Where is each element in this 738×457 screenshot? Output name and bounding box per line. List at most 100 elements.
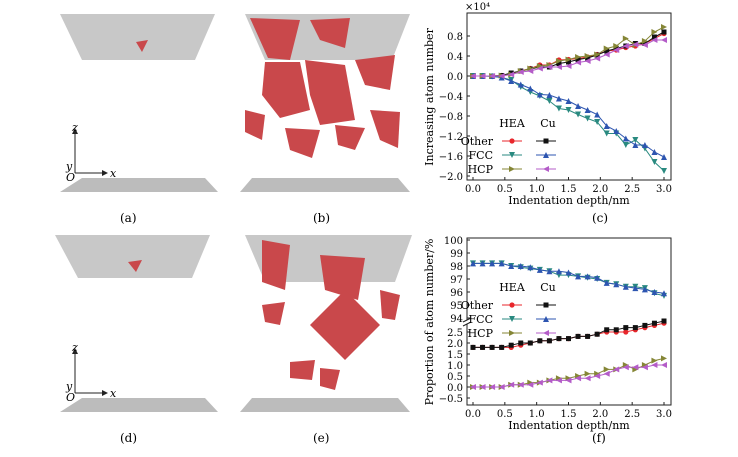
data-point-HEA_FCC [651,159,658,165]
data-point-HEA_Other [623,329,629,335]
y-tick-label: −1.2 [439,132,463,143]
panel-label-a: (a) [120,211,137,225]
data-point-HEA_HCP [603,366,610,373]
legend-marker-HEA_Other [509,302,515,308]
data-point-HEA_HCP [661,24,667,30]
axis-triad: z y x O [65,341,117,404]
data-point-HEA_FCC [546,98,553,104]
data-point-Cu_FCC [613,128,620,134]
data-point-Cu_HCP [565,377,572,384]
legend-row-label: HCP [468,327,494,340]
data-point-Cu_FCC [508,78,515,84]
y-tick-label: −0.4 [439,92,463,103]
y-scale-label: ×10⁴ [465,2,490,13]
data-point-Cu_FCC [575,273,582,280]
data-point-Cu_HCP [479,384,486,390]
data-point-HEA_FCC [565,107,572,113]
origin-label: O [66,171,75,184]
data-point-Cu_FCC [632,285,639,292]
data-point-HEA_HCP [536,63,543,69]
data-point-Cu_FCC [613,281,620,288]
data-point-Cu_Other [594,331,600,337]
series-line-HEA_HCP [473,26,665,77]
data-point-Cu_Other [518,340,524,346]
data-point-HEA_HCP [651,357,658,364]
data-point-Cu_Other [527,340,533,346]
data-point-Cu_FCC [565,269,572,276]
data-point-Cu_HCP [546,64,553,70]
data-point-Cu_HCP [470,73,476,79]
data-point-Cu_FCC [555,268,562,275]
data-point-Cu_Other [470,344,476,350]
x-tick-label: 2.5 [624,184,640,195]
data-point-Cu_HCP [536,379,543,386]
legend-marker-Cu_FCC [543,152,549,158]
data-point-HEA_HCP [661,355,667,362]
legend-header-hea: HEA [499,117,526,130]
data-point-Cu_FCC [489,260,496,267]
data-point-Cu_HCP [498,384,505,390]
legend-row-label: FCC [469,313,493,326]
data-point-Cu_FCC [603,123,610,129]
y-tick-label: 94 [450,314,463,325]
data-point-Cu_HCP [641,364,648,371]
data-point-Cu_FCC [479,260,486,267]
data-point-Cu_HCP [632,41,639,48]
data-point-Cu_HCP [470,384,476,390]
data-point-HEA_HCP [641,38,648,44]
y-tick-label: 0.5 [447,372,463,383]
data-point-HEA_FCC [575,111,582,118]
data-point-Cu_Other [604,327,610,333]
x-tick-label: 1.5 [561,184,577,195]
x-tick-label: 0.0 [465,409,481,420]
data-point-Cu_HCP [565,63,572,69]
panel-label-f: (f) [592,431,606,445]
axis-triad: z y x O [65,121,117,184]
axis-break-mark [462,317,472,323]
panel-d-image: z y x O [55,235,218,412]
data-point-Cu_FCC [546,92,553,98]
legend-header-cu: Cu [540,117,556,130]
data-point-Cu_FCC [498,260,505,267]
panel-label-b: (b) [313,211,330,225]
y-tick-label: 1.5 [447,350,463,361]
data-point-Cu_FCC [555,95,562,102]
panel-b-image [240,14,410,192]
data-point-Cu_FCC [641,286,648,293]
legend-marker-HEA_HCP [509,330,515,336]
legend-marker-HEA_FCC [509,316,515,322]
legend-marker-Cu_FCC [543,316,549,322]
legend-marker-HEA_FCC [509,152,515,158]
x-tick-label: 0.5 [497,184,513,195]
data-point-Cu_HCP [622,364,629,371]
data-point-Cu_Other [651,34,657,40]
data-point-HEA_HCP [565,56,572,63]
y-tick-label: 0.0 [447,383,463,394]
data-point-Cu_HCP [489,73,496,79]
data-point-Cu_HCP [594,373,601,379]
x-tick-label: 2.0 [592,409,608,420]
series-line-Cu_Other [473,31,665,77]
data-point-Cu_FCC [641,142,648,148]
data-point-Cu_FCC [584,273,591,280]
data-point-HEA_HCP [555,58,562,64]
data-point-Cu_HCP [546,377,553,384]
axis-z-label: z [71,341,78,354]
plot-frame [466,12,672,181]
data-point-Cu_FCC [632,142,639,148]
data-point-Cu_HCP [641,42,648,48]
legend-marker-HEA_HCP [509,166,515,172]
data-point-Cu_HCP [489,384,496,390]
panel-a-image: z y x O [60,14,218,192]
data-point-Cu_FCC [594,274,601,281]
x-tick-label: 0.5 [497,409,513,420]
data-point-Cu_HCP [508,381,515,388]
data-point-HEA_FCC [594,119,601,125]
data-point-Cu_HCP [594,55,601,62]
data-point-HEA_HCP [622,35,629,42]
data-point-Cu_Other [642,322,648,328]
axis-z-label: z [71,121,78,134]
